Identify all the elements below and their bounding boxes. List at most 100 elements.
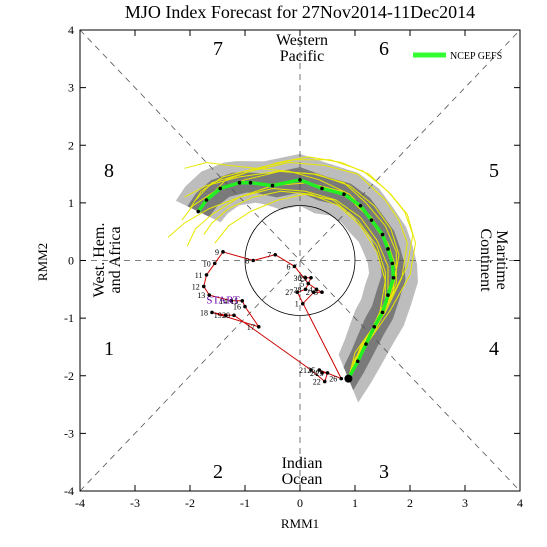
observed-point-24 [320,371,324,375]
member-line-4 [189,159,414,379]
forecast-mean-point-14 [320,186,324,191]
phase-guides [79,29,521,492]
x-tick-label-5: 1 [352,496,358,510]
observed-day-label-18: 18 [200,308,208,317]
legend-label: NCEP GEFS [450,51,502,62]
region-bottom-line2: Ocean [282,471,323,488]
y-axis-label: RMM2 [35,243,50,281]
start-label: START [206,295,240,307]
forecast-mean-point-18 [237,180,242,185]
observed-day-label-15: 15 [230,297,238,306]
observed-point-23 [325,371,330,375]
observed-point-8 [251,258,256,263]
forecast-mean-point-6 [386,293,390,297]
observed-day-label-2: 2 [306,288,310,297]
observed-day-label-11: 11 [195,271,203,280]
phase-label-6: 6 [379,38,389,60]
forecast-mean-point-10 [380,232,385,237]
x-tick-label-4: 0 [297,496,303,510]
y-tick-label-6: 2 [68,138,74,152]
observed-point-27 [295,290,300,294]
region-right-line1: Maritime [493,230,510,290]
forecast-mean-point-12 [358,203,363,208]
spread-inner [187,167,406,391]
y-tick-label-1: -3 [64,426,74,440]
x-axis-label: RMM1 [281,516,319,531]
observed-day-label-22: 22 [313,378,321,387]
observed-day-label-17: 17 [247,323,255,332]
observed-day-label-4: 4 [309,285,313,294]
forecast-spread [175,153,418,403]
observed-point-14 [229,299,234,303]
observed-point-28 [303,287,308,292]
observed-point-18 [210,310,214,315]
phase-label-1: 1 [104,338,114,360]
observed-point-26 [339,376,344,381]
observed-day-label-16: 16 [233,303,241,312]
observed-point-6 [292,264,297,269]
forecast-start-marker [344,374,353,383]
observed-point-20 [232,313,236,318]
observed-day-label-26: 26 [329,375,337,384]
observed-point-5 [306,281,311,286]
observed-day-label-25: 25 [307,366,315,375]
forecast-mean-point-19 [218,186,223,191]
x-tick-label-1: -3 [130,496,140,510]
observed-day-label-13: 13 [197,291,205,300]
observed-point-3 [320,290,324,294]
region-top-line1: Western [276,32,328,49]
forecast-mean-point-17 [248,180,253,185]
observed-point-11 [204,273,209,277]
observed-day-label-3: 3 [314,288,318,297]
x-tick-label-0: -4 [75,496,85,510]
observed-day-label-1: 1 [295,300,299,309]
forecast-mean-point-20 [204,198,209,202]
observed-point-12 [201,284,206,289]
observed-point-17 [256,324,261,329]
phase-label-5: 5 [489,160,499,182]
forecast-mean-point-13 [342,192,346,197]
unit-circle [244,205,356,316]
observed-point-2 [311,290,316,294]
guide-diagonal-a [79,29,521,492]
observed-point-16 [243,304,247,309]
observed-point-9 [221,250,225,254]
x-tick-label-7: 3 [462,496,468,510]
observed-day-label-6: 6 [287,262,291,271]
observed-day-label-28: 28 [294,285,302,294]
observed-point-25 [317,368,322,372]
observed-point-7 [273,252,278,257]
guide-diagonal-b [79,29,521,492]
region-top-line2: Pacific [280,48,324,65]
forecast-mean [196,177,396,383]
member-line-9 [211,156,417,379]
y-tick-label-4: 0 [68,254,74,268]
region-left-line1: West. Hem. [91,223,108,298]
observed-point-22 [322,379,327,384]
region-left-line2: and Africa [107,226,124,293]
observed-point-13 [207,293,212,297]
phase-label-8: 8 [104,160,114,182]
observed-day-label-24: 24 [310,369,318,378]
y-tick-label-7: 3 [68,81,74,95]
observed-day-label-23: 23 [316,369,324,378]
region-labels: Western Pacific Indian Ocean West. Hem. … [91,32,510,488]
forecast-mean-point-2 [355,359,360,364]
observed-day-label-8: 8 [245,257,249,266]
forecast-mean-point-15 [298,178,302,182]
observed-day-label-7: 7 [267,251,271,260]
y-tick-label-5: 1 [68,196,74,210]
x-tick-label-2: -2 [185,496,195,510]
region-bottom-line1: Indian [282,455,323,472]
observed-day-label-21: 21 [299,366,307,375]
observed-day-label-19: 19 [214,311,222,320]
observed-day-label-12: 12 [192,282,200,291]
phase-label-3: 3 [379,461,389,483]
observed-day-label-20: 20 [222,311,230,320]
observed-day-label-9: 9 [215,248,219,257]
phase-label-7: 7 [213,38,223,60]
forecast-mean-point-4 [372,324,377,329]
forecast-mean-point-5 [380,310,385,315]
